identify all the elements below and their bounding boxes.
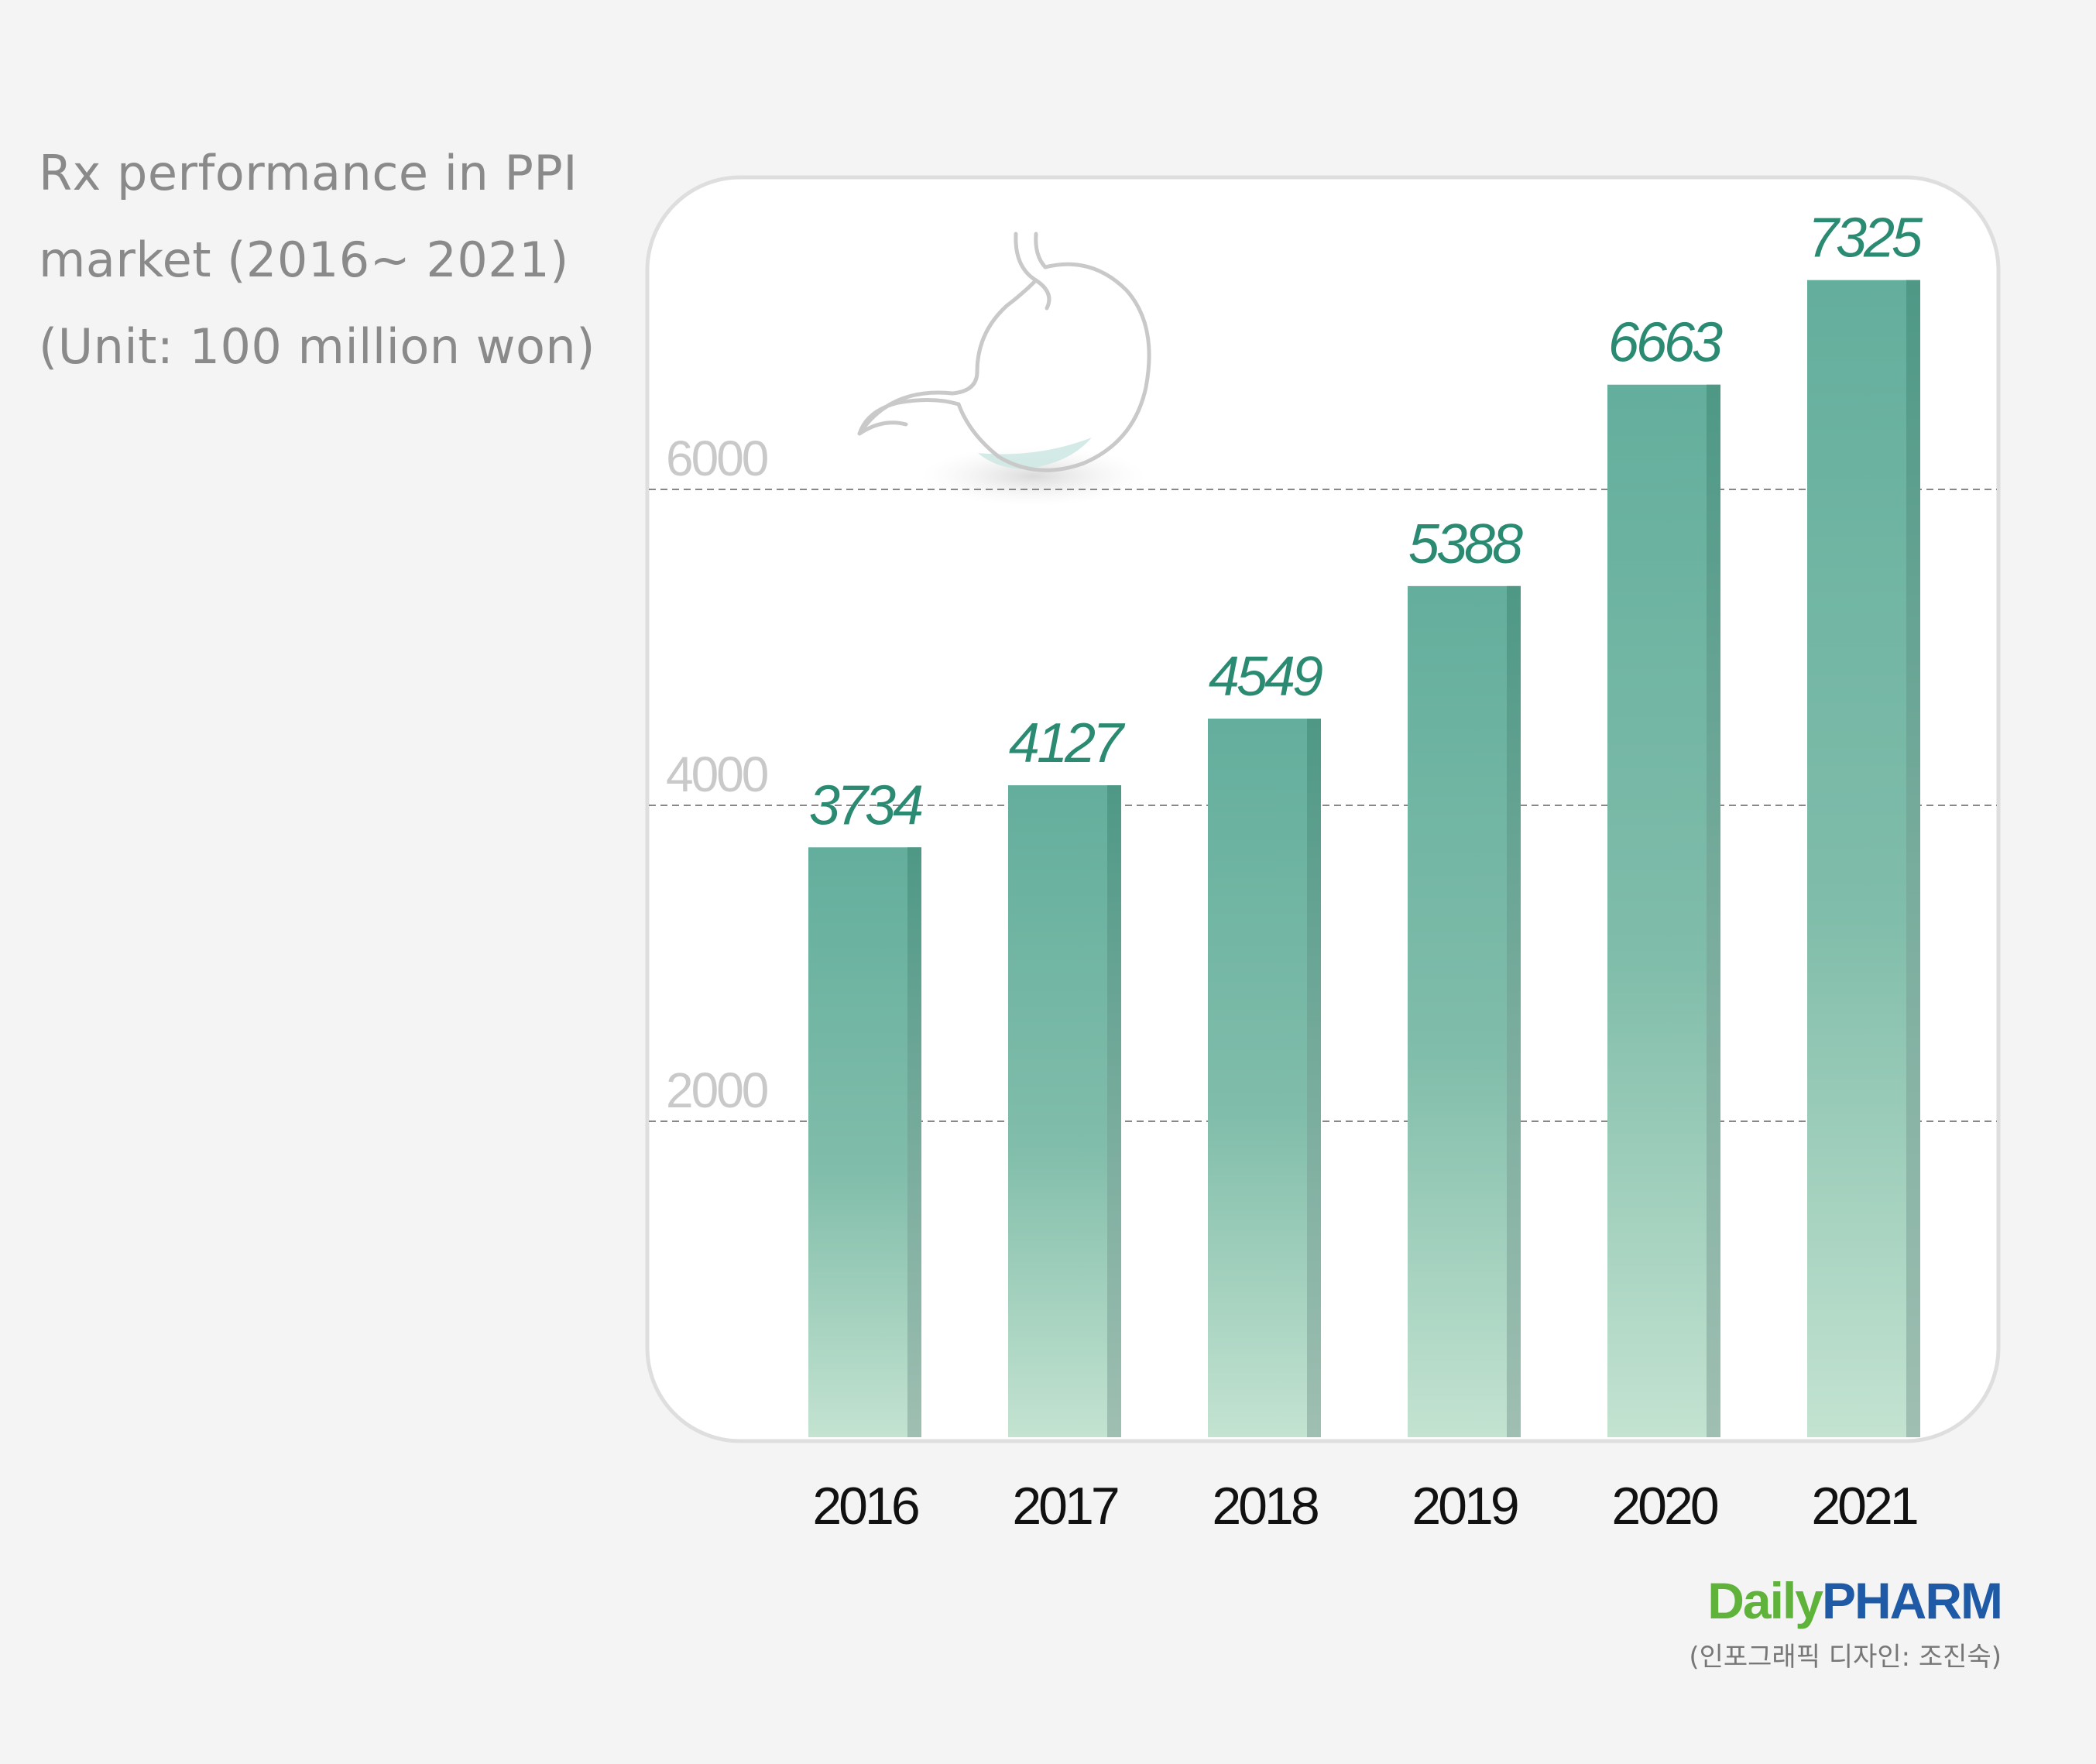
x-tick-label-2020: 2020 [1611, 1477, 1717, 1536]
bar-side-2019 [1507, 585, 1521, 1437]
bar-2021 [1807, 280, 1920, 1438]
value-label-2019: 5388 [1408, 513, 1523, 575]
bar-2019 [1408, 585, 1521, 1437]
footer: DailyPHARM (인포그래픽 디자인: 조진숙) [1689, 1572, 2003, 1673]
y-tick-label-4000: 4000 [666, 746, 768, 802]
bar-side-2018 [1307, 719, 1321, 1437]
bar-side-2016 [907, 847, 921, 1437]
chart-title: Rx performance in PPI market (2016~ 2021… [39, 130, 595, 390]
y-tick-label-6000: 6000 [666, 431, 768, 486]
x-tick-label-2019: 2019 [1412, 1477, 1517, 1536]
value-label-2017: 4127 [1009, 712, 1126, 774]
x-tick-label-2021: 2021 [1811, 1477, 1916, 1536]
value-label-2021: 7325 [1808, 208, 1923, 269]
daily-pharm-logo: DailyPHARM [1689, 1572, 2003, 1629]
title-line-2: market (2016~ 2021) [39, 232, 569, 288]
title-line-3: (Unit: 100 million won) [39, 318, 595, 375]
x-tick-label-2016: 2016 [812, 1477, 918, 1536]
x-tick-label-2017: 2017 [1012, 1477, 1117, 1536]
bar-2016 [808, 847, 921, 1437]
y-tick-label-2000: 2000 [666, 1062, 768, 1118]
bar-2017 [1008, 785, 1121, 1437]
x-tick-label-2018: 2018 [1212, 1477, 1317, 1536]
bar-2020 [1607, 384, 1720, 1437]
design-credit: (인포그래픽 디자인: 조진숙) [1689, 1642, 2002, 1673]
bar-2018 [1208, 719, 1321, 1437]
title-line-1: Rx performance in PPI [39, 145, 578, 201]
logo-part-pharm: PHARM [1822, 1572, 2003, 1629]
bar-side-2020 [1707, 384, 1720, 1437]
logo-part-daily: Daily [1707, 1572, 1823, 1629]
stomach-icon [857, 232, 1151, 506]
value-label-2018: 4549 [1209, 646, 1322, 708]
value-label-2020: 6663 [1608, 312, 1723, 374]
value-label-2016: 3734 [809, 774, 922, 836]
bar-side-2021 [1906, 280, 1920, 1438]
bar-side-2017 [1107, 785, 1121, 1437]
